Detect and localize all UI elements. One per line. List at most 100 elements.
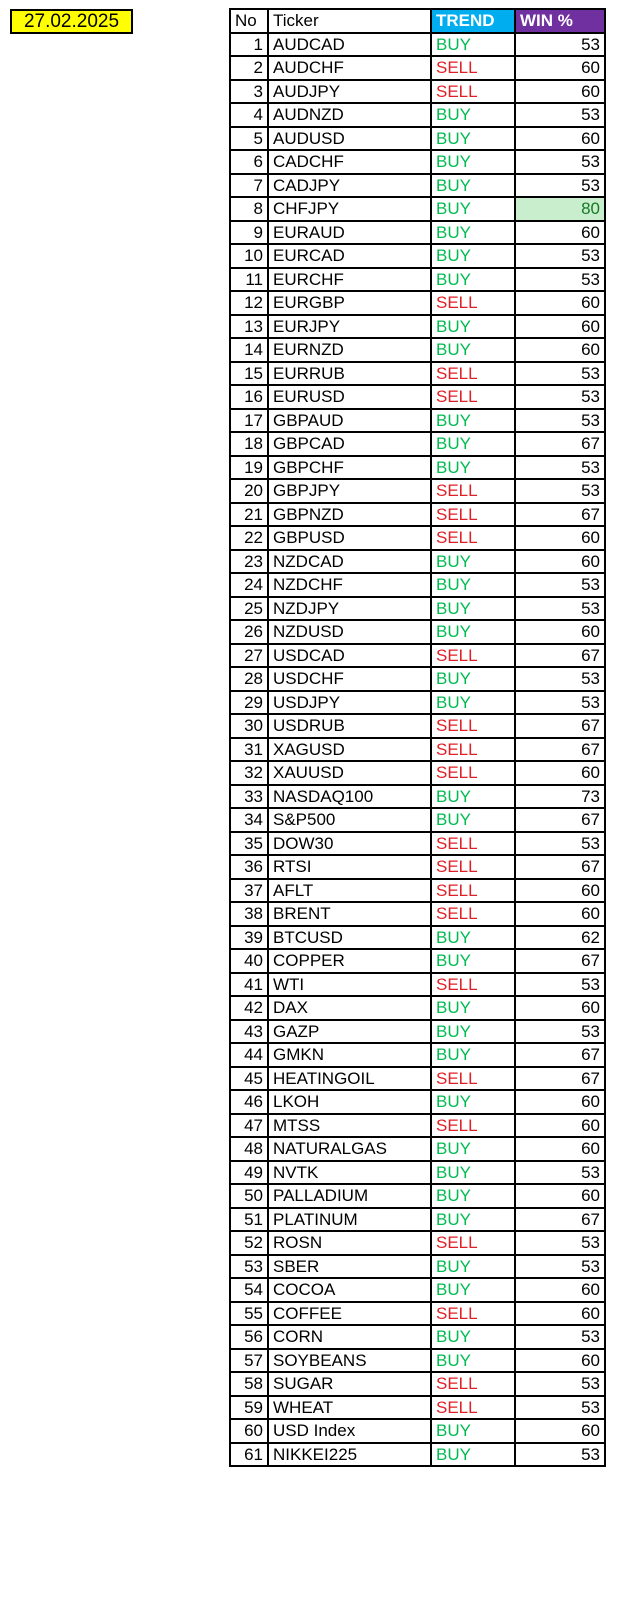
row-number-cell: 37	[229, 877, 269, 903]
row-number-cell: 56	[229, 1324, 269, 1350]
win-percent-cell: 53	[514, 31, 606, 57]
table-row: 39 BTCUSD BUY 62	[229, 924, 606, 950]
win-percent-cell: 60	[514, 901, 606, 927]
ticker-cell: NVTK	[267, 1159, 432, 1185]
win-percent-cell: 53	[514, 1253, 606, 1279]
ticker-cell: RTSI	[267, 854, 432, 880]
ticker-cell: WHEAT	[267, 1394, 432, 1420]
row-number-cell: 57	[229, 1347, 269, 1373]
win-percent-cell: 60	[514, 337, 606, 363]
trend-cell: BUY	[430, 266, 516, 292]
row-number-cell: 15	[229, 360, 269, 386]
trend-cell: BUY	[430, 1277, 516, 1303]
ticker-cell: COPPER	[267, 948, 432, 974]
row-number-cell: 54	[229, 1277, 269, 1303]
row-number-cell: 26	[229, 619, 269, 645]
win-percent-cell: 60	[514, 1112, 606, 1138]
trend-cell: SELL	[430, 1065, 516, 1091]
trend-cell: BUY	[430, 548, 516, 574]
win-percent-cell: 67	[514, 431, 606, 457]
row-number-cell: 34	[229, 807, 269, 833]
ticker-cell: NZDUSD	[267, 619, 432, 645]
ticker-cell: NZDJPY	[267, 595, 432, 621]
table-row: 45 HEATINGOIL SELL 67	[229, 1065, 606, 1091]
win-percent-cell: 60	[514, 877, 606, 903]
win-percent-cell: 67	[514, 807, 606, 833]
row-number-cell: 42	[229, 995, 269, 1021]
row-number-cell: 33	[229, 783, 269, 809]
win-percent-cell: 60	[514, 1183, 606, 1209]
ticker-cell: EURUSD	[267, 384, 432, 410]
win-percent-cell: 53	[514, 689, 606, 715]
row-number-cell: 8	[229, 196, 269, 222]
row-number-cell: 21	[229, 501, 269, 527]
row-number-cell: 16	[229, 384, 269, 410]
table-row: 34 S&P500 BUY 67	[229, 807, 606, 833]
win-percent-cell: 53	[514, 595, 606, 621]
row-number-cell: 40	[229, 948, 269, 974]
row-number-cell: 38	[229, 901, 269, 927]
win-percent-cell: 67	[514, 501, 606, 527]
ticker-cell: EURRUB	[267, 360, 432, 386]
trend-cell: BUY	[430, 1159, 516, 1185]
table-row: 49 NVTK BUY 53	[229, 1159, 606, 1185]
trend-cell: BUY	[430, 995, 516, 1021]
trend-cell: BUY	[430, 431, 516, 457]
ticker-cell: NIKKEI225	[267, 1441, 432, 1467]
trend-cell: BUY	[430, 948, 516, 974]
win-percent-cell: 53	[514, 666, 606, 692]
trend-cell: SELL	[430, 1112, 516, 1138]
ticker-cell: CHFJPY	[267, 196, 432, 222]
trend-cell: BUY	[430, 1042, 516, 1068]
row-number-cell: 31	[229, 736, 269, 762]
trend-cell: BUY	[430, 1136, 516, 1162]
table-row: 55 COFFEE SELL 60	[229, 1300, 606, 1326]
trend-cell: SELL	[430, 1394, 516, 1420]
win-percent-cell: 60	[514, 1089, 606, 1115]
row-number-cell: 35	[229, 830, 269, 856]
row-number-cell: 39	[229, 924, 269, 950]
table-row: 22 GBPUSD SELL 60	[229, 525, 606, 551]
table-row: 15 EURRUB SELL 53	[229, 360, 606, 386]
win-percent-cell: 60	[514, 290, 606, 316]
table-row: 1 AUDCAD BUY 53	[229, 31, 606, 57]
win-percent-cell: 53	[514, 1441, 606, 1467]
ticker-cell: GBPNZD	[267, 501, 432, 527]
trend-cell: BUY	[430, 243, 516, 269]
table-row: 59 WHEAT SELL 53	[229, 1394, 606, 1420]
ticker-cell: GBPJPY	[267, 478, 432, 504]
trend-cell: SELL	[430, 360, 516, 386]
date-label: 27.02.2025	[23, 10, 120, 32]
win-percent-cell: 67	[514, 642, 606, 668]
ticker-cell: COCOA	[267, 1277, 432, 1303]
table-row: 61 NIKKEI225 BUY 53	[229, 1441, 606, 1467]
ticker-cell: EURCHF	[267, 266, 432, 292]
trend-cell: BUY	[430, 31, 516, 57]
ticker-cell: USDJPY	[267, 689, 432, 715]
trend-cell: SELL	[430, 290, 516, 316]
ticker-cell: XAGUSD	[267, 736, 432, 762]
trend-cell: SELL	[430, 78, 516, 104]
trend-cell: BUY	[430, 172, 516, 198]
win-percent-cell: 67	[514, 736, 606, 762]
ticker-cell: USD Index	[267, 1418, 432, 1444]
row-number-cell: 27	[229, 642, 269, 668]
row-number-cell: 55	[229, 1300, 269, 1326]
row-number-cell: 9	[229, 219, 269, 245]
win-percent-cell: 60	[514, 760, 606, 786]
trend-cell: SELL	[430, 854, 516, 880]
ticker-cell: CORN	[267, 1324, 432, 1350]
row-number-cell: 3	[229, 78, 269, 104]
row-number-cell: 1	[229, 31, 269, 57]
table-row: 16 EURUSD SELL 53	[229, 384, 606, 410]
row-number-cell: 61	[229, 1441, 269, 1467]
row-number-cell: 4	[229, 102, 269, 128]
ticker-cell: NZDCHF	[267, 572, 432, 598]
ticker-cell: EURJPY	[267, 313, 432, 339]
trend-cell: SELL	[430, 830, 516, 856]
trend-cell: BUY	[430, 1183, 516, 1209]
table-row: 30 USDRUB SELL 67	[229, 713, 606, 739]
table-row: 43 GAZP BUY 53	[229, 1018, 606, 1044]
win-percent-cell: 60	[514, 1277, 606, 1303]
table-row: 36 RTSI SELL 67	[229, 854, 606, 880]
